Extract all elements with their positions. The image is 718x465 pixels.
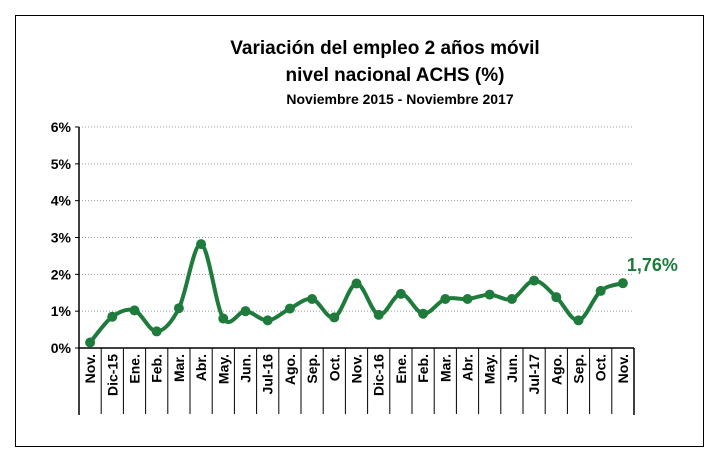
chart-subtitle: Noviembre 2015 - Noviembre 2017 — [286, 91, 513, 107]
y-tick-label: 6% — [51, 119, 72, 135]
point — [351, 278, 362, 289]
x-tick-label: Sep. — [304, 354, 320, 384]
x-tick-label: Dic-16 — [371, 354, 387, 396]
chart-title: nivel nacional ACHS (%) — [286, 65, 505, 86]
point — [484, 289, 495, 300]
point — [462, 294, 473, 305]
point — [307, 294, 318, 305]
x-tick-label: Jul-16 — [260, 354, 276, 395]
y-tick-label: 1% — [51, 303, 72, 319]
x-tick-label: Abr. — [460, 354, 476, 381]
x-tick-label: Ene. — [393, 354, 409, 384]
chart-frame — [15, 15, 704, 447]
point — [151, 326, 162, 337]
point — [85, 337, 96, 348]
point — [284, 303, 295, 314]
point — [595, 285, 606, 296]
point — [418, 308, 429, 319]
x-tick-label: Mar. — [437, 354, 453, 382]
x-tick-label: Oct. — [326, 354, 342, 381]
y-tick-label: 4% — [51, 193, 72, 209]
x-tick-label: Jul-17 — [526, 354, 542, 395]
point — [329, 312, 340, 323]
point — [529, 275, 540, 286]
y-tick-label: 2% — [51, 266, 72, 282]
x-tick-label: Ago. — [548, 354, 564, 385]
x-tick-label: Dic-15 — [104, 354, 120, 396]
x-tick-label: Jun. — [504, 354, 520, 383]
point — [173, 303, 184, 314]
x-tick-label: Ago. — [282, 354, 298, 385]
point — [129, 305, 140, 316]
point — [617, 278, 628, 289]
point — [506, 294, 517, 305]
x-tick-label: Feb. — [415, 354, 431, 383]
x-tick-label: Jun. — [238, 354, 254, 383]
point — [262, 315, 273, 326]
point — [440, 294, 451, 305]
point — [395, 288, 406, 299]
y-tick-label: 0% — [51, 340, 72, 356]
x-tick-label: May. — [215, 354, 231, 384]
y-tick-label: 3% — [51, 230, 72, 246]
x-tick-label: Nov. — [615, 354, 631, 383]
chart-title: Variación del empleo 2 años móvil — [230, 38, 539, 59]
x-tick-label: Mar. — [171, 354, 187, 382]
x-tick-label: Oct. — [593, 354, 609, 381]
x-tick-label: Sep. — [571, 354, 587, 384]
point — [107, 311, 118, 322]
point — [373, 309, 384, 320]
x-tick-label: Nov. — [349, 354, 365, 383]
x-tick-label: Abr. — [193, 354, 209, 381]
data-label: 1,76% — [627, 255, 678, 275]
x-tick-label: Ene. — [127, 354, 143, 384]
y-tick-label: 5% — [51, 156, 72, 172]
point — [551, 292, 562, 303]
x-tick-label: Feb. — [149, 354, 165, 383]
x-tick-label: Nov. — [82, 354, 98, 383]
point — [196, 239, 207, 250]
point — [573, 315, 584, 326]
point — [218, 313, 229, 324]
point — [240, 306, 251, 317]
x-tick-label: May. — [482, 354, 498, 384]
